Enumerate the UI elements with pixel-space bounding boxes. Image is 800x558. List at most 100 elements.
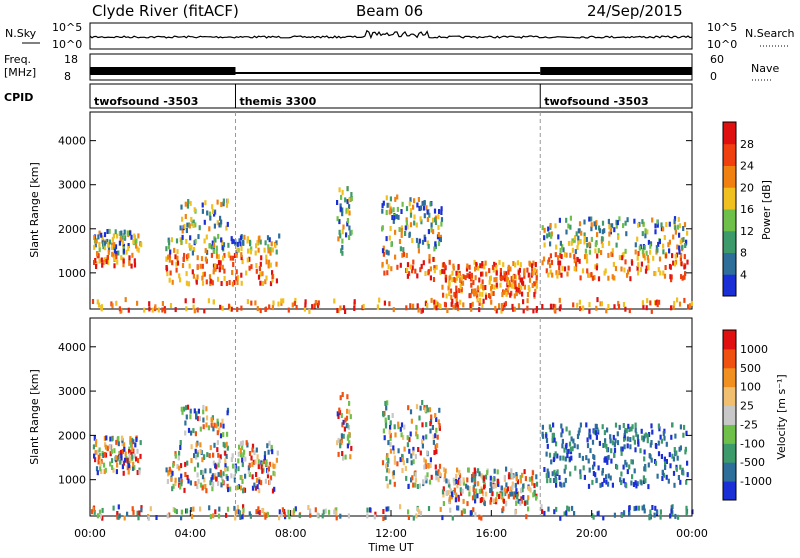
data-point [586,258,589,264]
data-point [282,298,285,304]
data-point [611,274,614,280]
data-point [242,507,245,513]
data-point [389,432,392,438]
data-point [199,263,202,269]
data-point [189,245,192,251]
data-point [624,220,627,226]
data-point [574,249,577,255]
data-point [657,440,660,446]
data-point [524,500,527,506]
data-point [613,447,617,453]
data-point [618,216,621,222]
data-point [679,445,682,451]
data-point [596,232,599,238]
data-point [111,251,114,257]
data-point [484,260,487,266]
data-point [474,494,477,500]
data-point [219,264,222,270]
data-point [246,257,249,263]
data-point [241,462,244,468]
data-point [230,473,233,479]
data-point [432,229,435,235]
data-point [196,452,199,458]
data-point [328,509,331,515]
data-point [226,466,229,472]
data-point [194,431,197,437]
data-point [470,282,473,288]
data-point [263,247,266,253]
data-point [585,253,588,259]
data-point [507,474,511,480]
data-point [337,451,340,457]
data-point [634,480,637,486]
data-point [115,439,118,445]
data-point [558,265,561,271]
data-point [687,304,690,310]
data-point [347,434,350,440]
data-point [555,270,558,276]
data-point [428,479,432,485]
data-point [262,459,266,465]
data-point [409,208,413,214]
data-point [642,435,646,441]
data-point [129,456,132,462]
data-point [616,440,620,446]
data-point [385,236,388,242]
data-point [443,301,447,307]
data-point [503,487,506,493]
data-point [226,221,229,227]
data-point [339,305,342,311]
data-point [239,235,243,241]
data-point [578,228,581,234]
nsky-line [89,29,693,40]
data-point [453,277,456,282]
data-point [515,476,518,482]
data-point [92,506,95,512]
data-point [314,507,317,513]
data-point [209,215,212,221]
data-point [231,238,234,244]
data-point [505,276,508,282]
data-point [654,443,657,448]
data-point [620,446,623,452]
colorbar-segment [723,165,736,188]
data-point [600,236,604,242]
data-point [416,507,420,513]
data-point [674,229,677,235]
data-point [298,513,301,519]
data-point [477,481,480,487]
data-point [136,448,139,454]
data-point [622,223,625,229]
data-point [391,215,394,220]
data-point [443,269,446,275]
data-point [120,230,123,236]
data-point [564,477,567,483]
data-point [185,228,188,233]
data-point [240,305,243,311]
data-point [400,209,403,214]
data-point [593,461,596,467]
data-point [533,483,536,489]
data-point [654,271,657,277]
data-point [419,267,422,273]
data-point [268,304,271,310]
data-point [435,305,438,311]
data-point [627,269,630,275]
data-point [165,265,168,271]
data-point [348,210,351,216]
data-point [342,224,345,230]
data-point [524,476,527,482]
data-point [520,498,523,504]
data-point [338,187,341,193]
data-point [336,440,339,446]
data-point [561,265,564,271]
data-point [573,258,576,264]
data-point [455,285,458,291]
data-point [585,455,588,461]
nave-tick-bottom: 0 [710,70,717,83]
data-point [347,513,350,519]
data-point [433,246,436,252]
data-point [543,467,546,472]
data-point [118,454,121,460]
